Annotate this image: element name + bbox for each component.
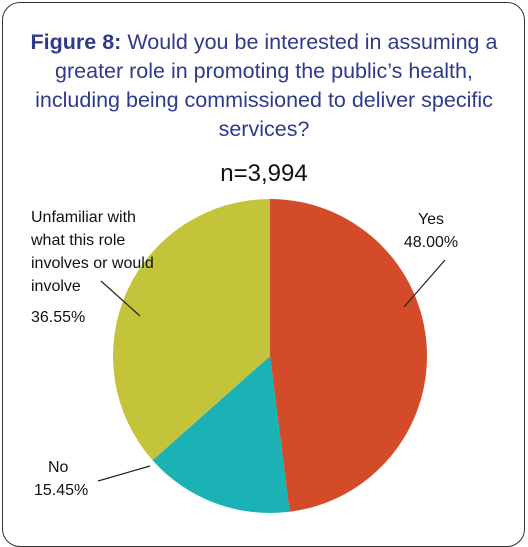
pie-slice-yes [270,199,428,512]
slice-label-no-value: 15.45% [34,482,89,499]
slice-label-unfamiliar-value: 36.55% [31,309,86,326]
slice-label-unfamiliar-name: Unfamiliar with what this role involves … [31,209,154,295]
slice-label-no: No 15.45% [34,456,88,502]
chart-title: Figure 8: Would you be interested in ass… [12,28,516,144]
slice-label-yes-name: Yes [417,211,445,228]
title-text: Would you be interested in assuming a gr… [35,30,498,141]
leader-line-yes [403,259,446,308]
sample-size: n=3,994 [220,160,308,187]
pie-slice-unfamiliar [112,199,270,461]
leader-line-no [97,465,151,482]
leader-line-unfamiliar [100,280,141,317]
pie-slice-no [152,356,290,513]
slice-label-yes: Yes 48.00% [391,208,471,254]
slice-label-no-name: No [48,459,69,476]
slice-label-unfamiliar: Unfamiliar with what this role involves … [31,206,181,329]
figure-number: Figure 8: [30,30,122,54]
slice-label-yes-value: 48.00% [403,234,459,251]
